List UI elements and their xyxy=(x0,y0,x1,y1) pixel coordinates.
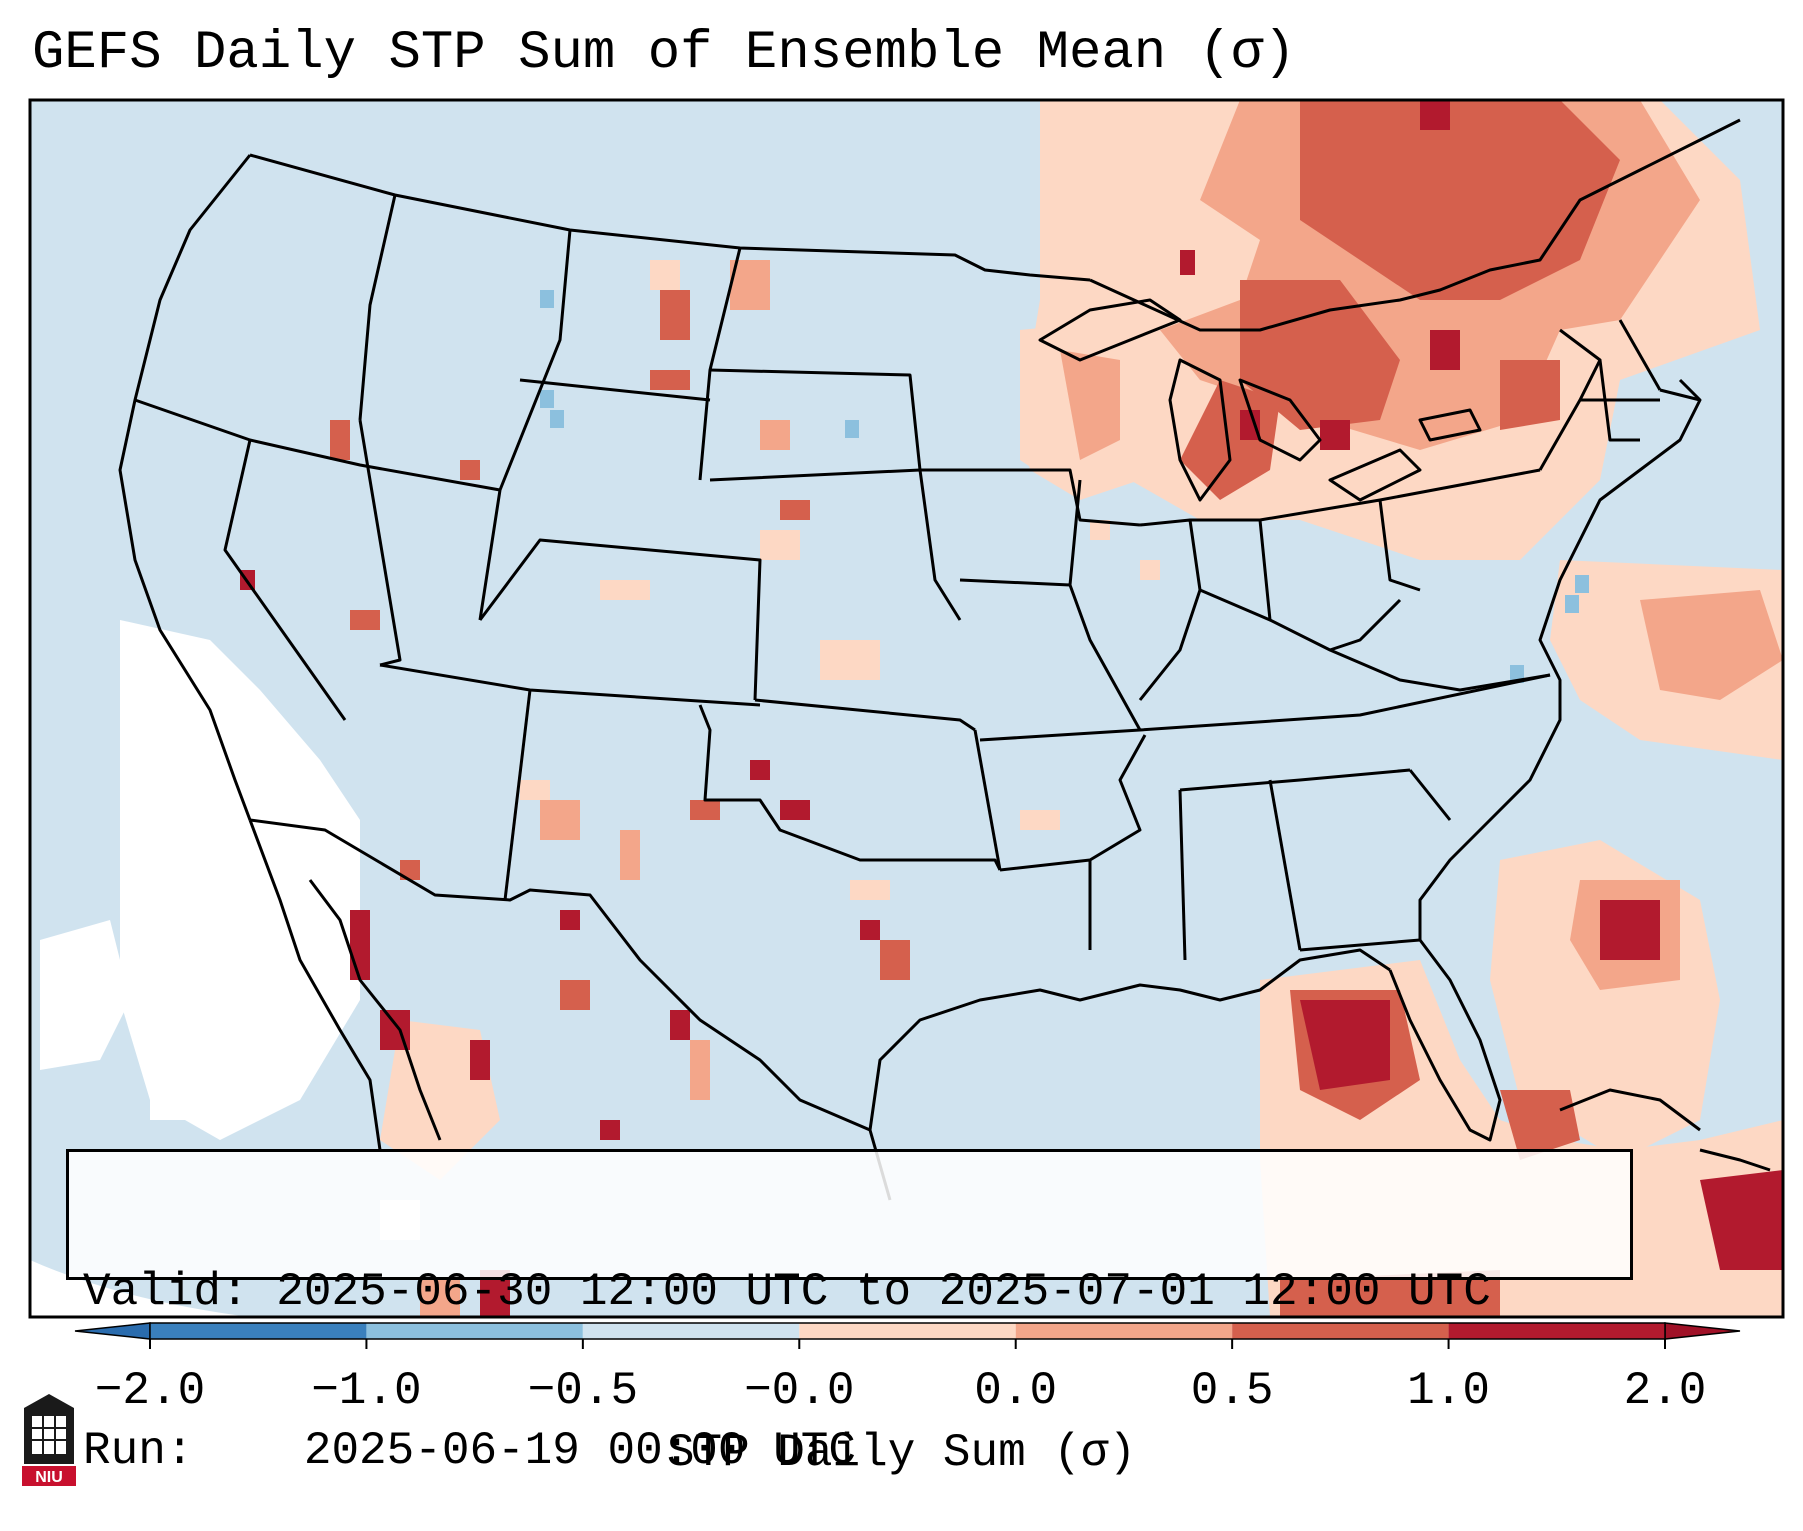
colorbar-segment xyxy=(150,1323,367,1339)
colorbar-segment xyxy=(366,1323,583,1339)
valid-value: 2025-06-30 12:00 UTC to 2025-07-01 12:00… xyxy=(276,1266,1491,1318)
colorbar-segment xyxy=(1232,1323,1449,1339)
colorbar-tick-label: −0.0 xyxy=(744,1365,855,1417)
valid-line: Valid: 2025-06-30 12:00 UTC to 2025-07-0… xyxy=(83,1266,1616,1319)
colorbar-extend-high xyxy=(1664,1322,1741,1340)
colorbar-tick-label: −2.0 xyxy=(94,1365,206,1417)
positive-anomaly-atlantic xyxy=(1490,560,1783,1160)
scattered-positive-cells xyxy=(240,260,1160,980)
map-title: GEFS Daily STP Sum of Ensemble Mean (σ) xyxy=(32,23,1296,84)
projection-outside-area xyxy=(30,1260,250,1317)
colorbar-segment xyxy=(582,1323,800,1339)
colorbar-segment xyxy=(1448,1323,1665,1339)
colorbar-border xyxy=(149,1322,1666,1340)
colorbar-tick-label: 1.0 xyxy=(1407,1365,1490,1417)
colorbar xyxy=(74,1322,1741,1349)
run-value: 2025-06-19 00:00 UTC xyxy=(303,1425,856,1477)
colorbar-tick-label: −0.5 xyxy=(527,1365,639,1417)
positive-anomaly-upper-midwest xyxy=(1020,320,1160,500)
colorbar-tick-label: 0.5 xyxy=(1190,1365,1274,1417)
negative-anomaly-cells xyxy=(540,290,1589,683)
political-boundaries xyxy=(118,118,1771,1201)
niu-logo: NIU xyxy=(22,1394,76,1486)
map-border xyxy=(28,98,1785,1319)
colorbar-tick-label: 2.0 xyxy=(1623,1365,1707,1417)
logo-text: NIU xyxy=(35,1469,63,1486)
valid-label: Valid: xyxy=(83,1266,249,1318)
valid-run-info-box: Valid: 2025-06-30 12:00 UTC to 2025-07-0… xyxy=(66,1149,1633,1477)
colorbar-segment xyxy=(1015,1323,1233,1339)
run-line: Run: 2025-06-19 00:00 UTC xyxy=(83,1425,1616,1478)
colorbar-tick-label: −1.0 xyxy=(311,1365,422,1417)
colorbar-tick-label: 0.0 xyxy=(974,1365,1058,1417)
colorbar-label: STP Daily Sum (σ) xyxy=(666,1427,1137,1479)
colorbar-segment xyxy=(799,1323,1016,1339)
run-label: Run: xyxy=(83,1425,194,1477)
positive-anomaly-northeast xyxy=(1020,100,1760,560)
